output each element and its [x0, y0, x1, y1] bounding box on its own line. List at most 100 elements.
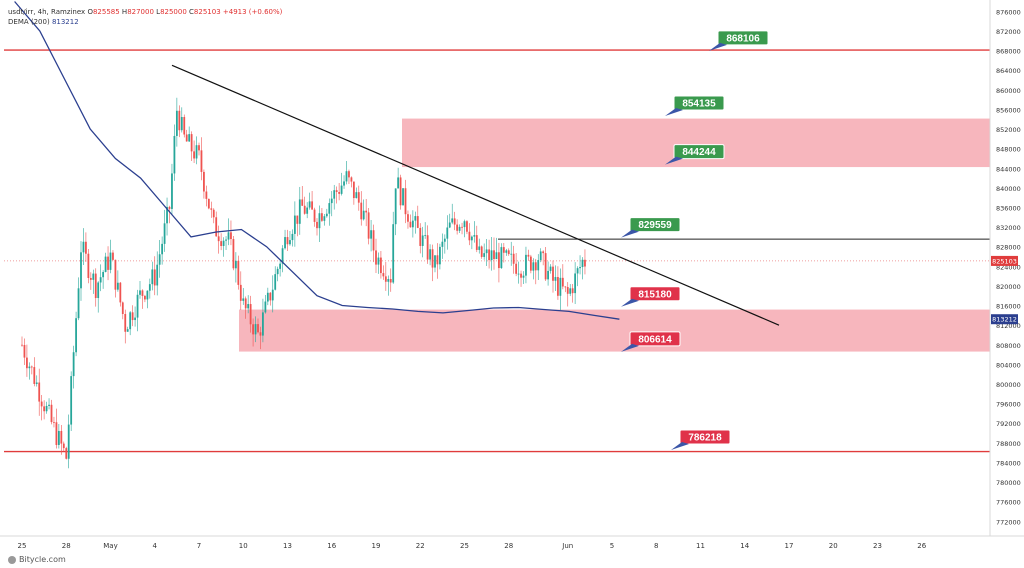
y-tick-label: 796000	[996, 401, 1021, 409]
level-label-text: 815180	[638, 289, 672, 300]
candle	[441, 233, 444, 259]
candle	[338, 182, 341, 201]
candle	[303, 196, 306, 215]
candle	[102, 270, 105, 289]
candle	[313, 207, 316, 227]
candle	[242, 288, 245, 305]
candle	[212, 208, 215, 224]
candle	[485, 238, 488, 266]
candle	[121, 301, 124, 320]
candle	[131, 305, 134, 327]
candle	[547, 261, 549, 286]
candle	[532, 258, 535, 280]
zones	[239, 118, 990, 352]
candle	[87, 248, 90, 284]
candle	[429, 244, 431, 266]
candle	[394, 188, 397, 236]
candle	[168, 205, 171, 224]
close-value: 825103	[193, 8, 221, 16]
trendline	[171, 64, 780, 326]
candle	[461, 222, 463, 235]
candle	[109, 239, 112, 274]
candle	[448, 213, 451, 229]
candle	[318, 205, 321, 243]
candle	[264, 295, 267, 314]
candle	[569, 284, 572, 297]
candle	[325, 208, 328, 218]
candle	[343, 175, 345, 189]
y-tick-label: 848000	[996, 146, 1021, 154]
y-tick-label: 812000	[996, 322, 1021, 330]
x-tick-label: 11	[696, 542, 705, 550]
candle	[279, 260, 282, 277]
candle	[77, 277, 80, 321]
candle	[257, 318, 259, 334]
candle	[495, 237, 498, 260]
x-tick-label: 7	[197, 542, 201, 550]
candle	[557, 266, 559, 300]
x-tick-label: 28	[504, 542, 513, 550]
candle	[183, 114, 186, 138]
price-tag-text: 813212	[992, 316, 1017, 324]
candle	[166, 197, 168, 236]
y-tick-label: 808000	[996, 342, 1021, 350]
candle	[173, 124, 176, 181]
candle	[321, 208, 323, 223]
candle	[144, 294, 146, 303]
candle	[124, 309, 127, 344]
candle	[180, 107, 183, 133]
candle	[352, 181, 355, 205]
candle	[434, 255, 436, 273]
x-tick-label: 4	[153, 542, 158, 550]
candle	[389, 268, 392, 292]
x-tick-label: 16	[327, 542, 336, 550]
candle	[252, 318, 254, 347]
candle	[340, 172, 343, 196]
candle	[559, 268, 562, 311]
candle	[33, 357, 36, 387]
candle	[402, 188, 404, 206]
y-tick-label: 836000	[996, 204, 1021, 212]
x-tick-label: 20	[829, 542, 838, 550]
candle	[350, 176, 353, 188]
candle	[293, 201, 296, 247]
candle	[544, 246, 547, 282]
candle	[328, 198, 331, 226]
candle	[178, 105, 181, 138]
candle	[574, 262, 577, 304]
candle	[35, 375, 38, 387]
candle	[53, 416, 55, 428]
candle	[80, 241, 82, 301]
candle	[291, 229, 294, 247]
candle	[483, 243, 486, 260]
candle	[89, 272, 92, 290]
candle	[21, 336, 23, 347]
y-tick-label: 872000	[996, 28, 1021, 36]
candle	[244, 296, 247, 319]
level-label: 844244	[665, 144, 725, 165]
candle	[375, 238, 377, 274]
candle	[185, 129, 188, 142]
candle	[205, 185, 208, 207]
candle	[424, 222, 427, 239]
y-tick-label: 816000	[996, 303, 1021, 311]
candle	[40, 395, 43, 421]
candle	[372, 224, 375, 263]
candle	[284, 229, 286, 250]
open-value: 825585	[92, 8, 120, 16]
candle	[215, 211, 218, 237]
candle	[443, 234, 446, 254]
y-tick-label: 828000	[996, 244, 1021, 252]
candle	[419, 223, 422, 254]
candle	[116, 270, 119, 292]
y-tick-label: 776000	[996, 499, 1021, 507]
candle	[436, 243, 439, 279]
candle	[468, 223, 471, 246]
candle	[527, 249, 530, 261]
y-tick-label: 876000	[996, 8, 1021, 16]
candle	[210, 201, 213, 218]
y-tick-label: 844000	[996, 165, 1021, 173]
candle	[141, 289, 144, 309]
candle	[306, 202, 309, 219]
